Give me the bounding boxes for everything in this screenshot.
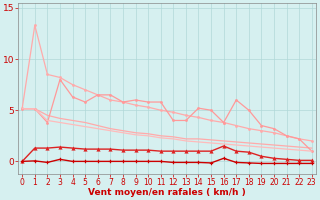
X-axis label: Vent moyen/en rafales ( km/h ): Vent moyen/en rafales ( km/h ) (88, 188, 246, 197)
